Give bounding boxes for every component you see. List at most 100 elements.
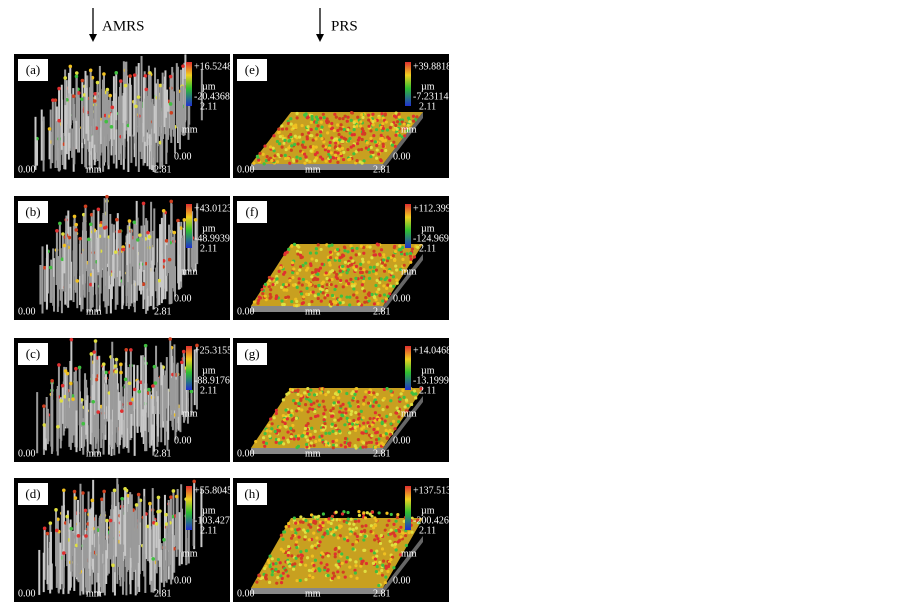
plate-texture (310, 271, 315, 275)
plate-texture (364, 445, 368, 449)
plate-texture (362, 398, 366, 402)
label-box (237, 343, 267, 365)
plate-texture (294, 125, 298, 130)
plate-texture (370, 434, 374, 438)
plate-texture (359, 564, 363, 568)
plate-texture (261, 292, 265, 296)
plate-texture (308, 574, 312, 578)
plate-texture (334, 284, 338, 288)
plate-texture (274, 408, 279, 412)
plate-texture (313, 409, 317, 414)
plate-texture (337, 132, 341, 137)
plate-texture (362, 245, 366, 250)
terrain-top (148, 501, 152, 506)
plate-texture (356, 424, 360, 428)
unit: µm (202, 223, 216, 234)
plate-texture (349, 427, 353, 431)
plate-texture (412, 255, 416, 259)
plate-texture (322, 140, 326, 144)
plate-texture (348, 263, 352, 267)
y-origin: 0.00 (174, 293, 192, 304)
terrain-top (101, 362, 106, 366)
plate-texture (336, 252, 340, 256)
plate-texture (270, 158, 274, 163)
plate-texture (290, 299, 294, 304)
plate-texture (351, 248, 355, 253)
plate-texture (299, 398, 303, 402)
plate-side (383, 254, 423, 312)
plate-texture (360, 127, 364, 131)
plate-texture (326, 554, 330, 558)
plate-texture (307, 538, 312, 542)
terrain-top (74, 74, 79, 79)
plate-texture (385, 523, 389, 527)
terrain-top (119, 362, 123, 367)
plate-texture (284, 408, 288, 412)
plate-texture (286, 440, 291, 444)
plate-texture (256, 298, 261, 303)
plate-texture (297, 277, 301, 281)
x-end: 2.81 (373, 588, 391, 599)
plate-texture (282, 530, 286, 534)
plate-texture (311, 145, 315, 149)
plate-texture (388, 412, 393, 417)
scale-value: 2.11 (419, 525, 436, 536)
label-box (18, 201, 48, 223)
plate-texture (304, 279, 309, 284)
plate-texture (290, 261, 295, 265)
plate-texture (298, 156, 302, 161)
plate-texture (292, 437, 296, 441)
terrain-top (171, 489, 176, 493)
terrain-top (161, 208, 166, 213)
plate-texture (346, 539, 350, 543)
plate-texture (406, 123, 410, 127)
plate-texture (292, 567, 296, 571)
plate-texture (381, 144, 385, 148)
plate-texture (275, 581, 279, 585)
plate-texture (390, 543, 394, 547)
color-bar (405, 204, 411, 248)
plate-texture (404, 533, 408, 538)
scale-value: 2.11 (200, 101, 217, 112)
plate-texture (347, 401, 351, 405)
plate-texture (383, 138, 388, 143)
terrain-top (154, 522, 159, 526)
terrain-top (96, 207, 101, 212)
plate-texture (274, 440, 278, 444)
plate-texture (353, 571, 358, 575)
plate-texture (330, 277, 334, 282)
plate-texture (366, 292, 370, 296)
plate-texture (393, 249, 398, 254)
plate-texture (292, 242, 297, 246)
terrain-top (169, 199, 174, 204)
plate-texture (268, 156, 272, 160)
plate-texture (317, 567, 321, 571)
plate-texture (330, 269, 335, 273)
plate-texture (366, 113, 371, 117)
plate-texture (321, 552, 325, 557)
plate-texture (304, 435, 308, 439)
plate-texture (401, 388, 405, 392)
plate-texture (329, 409, 333, 413)
plate-texture (307, 131, 311, 135)
terrain-top (100, 497, 104, 502)
plate-texture (265, 154, 269, 159)
plate-texture (321, 521, 325, 525)
plate-texture (328, 250, 333, 254)
plate-texture (349, 412, 353, 416)
plate-texture (305, 158, 309, 162)
plate-texture (385, 286, 389, 290)
plate-texture (316, 243, 320, 247)
plate-texture (347, 408, 351, 412)
plate-texture (357, 519, 361, 523)
terrain-top (180, 360, 184, 365)
terrain-top (114, 71, 119, 75)
plate-texture (330, 126, 335, 130)
terrain-top (132, 387, 137, 392)
y-origin: 0.00 (174, 435, 192, 446)
plate-texture (299, 550, 303, 554)
plate-texture (323, 531, 327, 535)
plate-texture (346, 510, 350, 515)
plate-texture (331, 395, 336, 400)
plate-texture (286, 121, 291, 126)
